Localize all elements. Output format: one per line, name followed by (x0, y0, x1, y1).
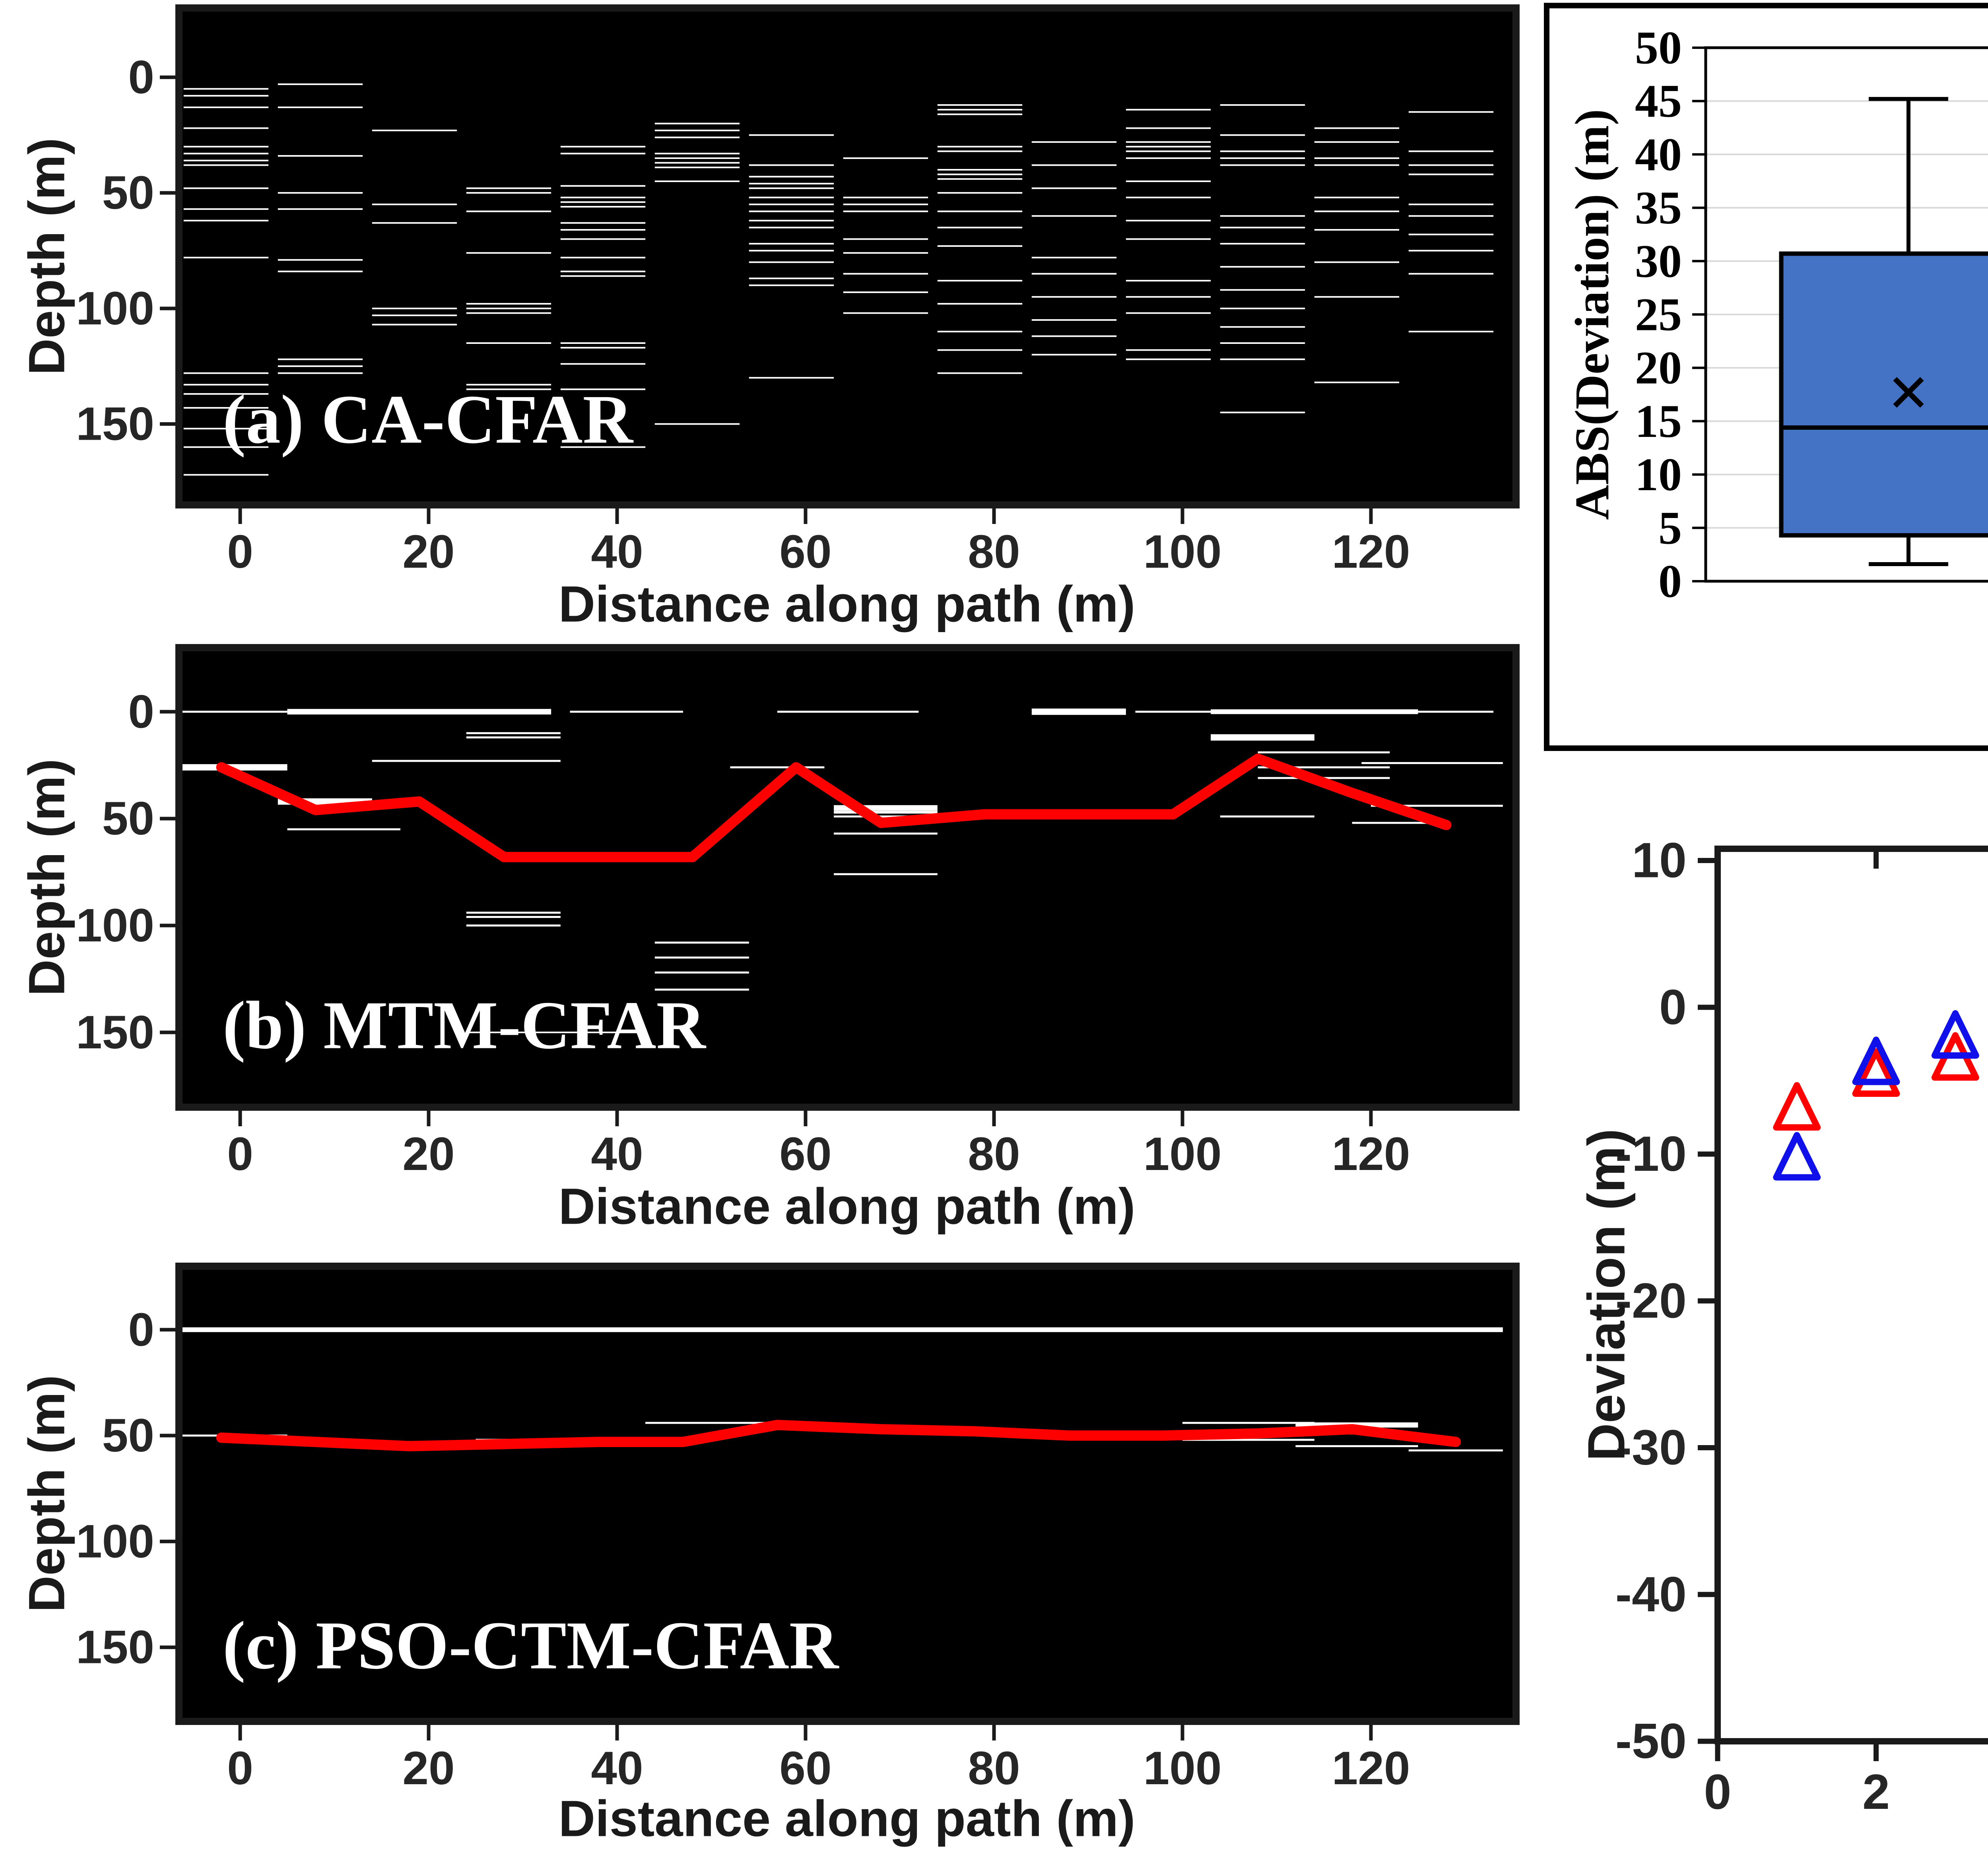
svg-text:100: 100 (1143, 1128, 1222, 1180)
svg-text:20: 20 (402, 526, 454, 578)
svg-text:120: 120 (1332, 1128, 1410, 1180)
panel-c-label: (c) PSO-CTM-CFAR (223, 1608, 839, 1684)
svg-text:40: 40 (591, 1742, 643, 1795)
svg-text:100: 100 (1143, 1742, 1222, 1795)
svg-text:40: 40 (591, 526, 643, 578)
svg-text:0: 0 (128, 685, 154, 738)
panel-c-ylabel: Depth (m) (18, 1375, 76, 1612)
svg-text:50: 50 (102, 167, 154, 219)
svg-text:0: 0 (227, 1128, 253, 1180)
svg-text:25: 25 (1635, 289, 1682, 341)
svg-text:80: 80 (968, 1742, 1020, 1795)
svg-text:20: 20 (1635, 342, 1682, 394)
panel-c-xlabel: Distance along path (m) (558, 1790, 1136, 1847)
svg-text:50: 50 (102, 1409, 154, 1462)
svg-text:-40: -40 (1615, 1567, 1687, 1622)
svg-text:15: 15 (1635, 395, 1682, 447)
svg-text:150: 150 (76, 1006, 154, 1059)
panel-a-ylabel: Depth (m) (18, 138, 76, 375)
svg-text:-30: -30 (1615, 1420, 1687, 1475)
svg-text:-50: -50 (1615, 1714, 1687, 1769)
panel-e-ylabel: Deviation (m) (1577, 1128, 1636, 1461)
svg-text:120: 120 (1332, 1742, 1410, 1795)
panel-a-xlabel: Distance along path (m) (558, 576, 1136, 633)
mean-marker (1893, 377, 1924, 408)
svg-text:100: 100 (76, 282, 154, 335)
svg-text:80: 80 (968, 526, 1020, 578)
panel-b-label: (b) MTM-CFAR (223, 988, 706, 1063)
svg-text:35: 35 (1635, 182, 1682, 234)
svg-text:60: 60 (779, 526, 831, 578)
panel-e-plot: 02468101214100-10-20-30-40-50 (1615, 833, 1988, 1820)
svg-text:120: 120 (1332, 526, 1410, 578)
svg-text:50: 50 (1635, 22, 1682, 74)
svg-text:20: 20 (402, 1128, 454, 1180)
svg-text:5: 5 (1658, 502, 1682, 554)
svg-text:-20: -20 (1615, 1273, 1687, 1328)
svg-text:0: 0 (128, 1304, 154, 1356)
svg-text:60: 60 (779, 1128, 831, 1180)
detections (183, 83, 1494, 476)
series-MTM-CFAR (1773, 1010, 1979, 1181)
detections (179, 708, 1503, 1033)
svg-text:100: 100 (1143, 526, 1222, 578)
svg-text:0: 0 (1704, 1765, 1732, 1820)
svg-text:0: 0 (128, 51, 154, 103)
svg-text:150: 150 (76, 398, 154, 450)
svg-text:0: 0 (1658, 555, 1682, 607)
panel-a-label: (a) CA-CFAR (223, 380, 633, 458)
svg-text:10: 10 (1632, 833, 1687, 888)
panel-b-xlabel: Distance along path (m) (558, 1178, 1136, 1235)
svg-text:-10: -10 (1615, 1127, 1687, 1182)
svg-text:60: 60 (779, 1742, 831, 1795)
svg-text:0: 0 (227, 1742, 253, 1795)
svg-text:100: 100 (76, 1515, 154, 1568)
panel-c-plot: 0 20 40 60 80 100 120 0 50 100 150 (76, 1263, 1520, 1795)
svg-text:0: 0 (1659, 980, 1687, 1035)
pick-line (216, 1420, 1461, 1451)
svg-text:2: 2 (1862, 1765, 1890, 1820)
svg-text:100: 100 (76, 899, 154, 952)
panel-a-plot: 0 20 40 60 80 100 120 0 50 100 150 (76, 4, 1520, 578)
svg-text:20: 20 (402, 1742, 454, 1795)
panel-b-ylabel: Depth (m) (18, 759, 76, 996)
svg-text:10: 10 (1635, 448, 1682, 501)
panel-d-ylabel: ABS(Deviation) (m) (1565, 109, 1619, 520)
svg-text:80: 80 (968, 1128, 1020, 1180)
svg-text:40: 40 (591, 1128, 643, 1180)
svg-text:45: 45 (1635, 75, 1682, 127)
box-MTM-CFAR (1779, 97, 1988, 567)
svg-text:40: 40 (1635, 128, 1682, 180)
svg-text:30: 30 (1635, 235, 1682, 287)
panel-b-plot: 0 20 40 60 80 100 120 0 50 100 150 (76, 644, 1520, 1180)
svg-text:0: 0 (227, 526, 253, 578)
svg-text:150: 150 (76, 1621, 154, 1674)
pick-line (216, 753, 1452, 862)
svg-text:50: 50 (102, 792, 154, 845)
